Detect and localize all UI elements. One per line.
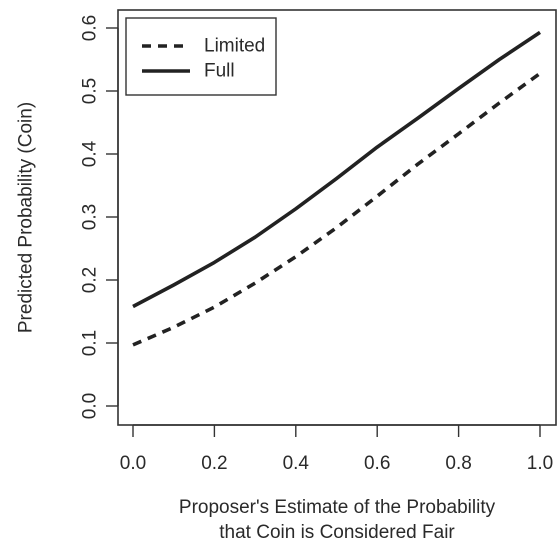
x-axis-label-line-1: Proposer's Estimate of the Probability — [179, 497, 496, 518]
x-tick-label: 0.4 — [283, 453, 310, 474]
y-tick-label: 0.0 — [80, 393, 101, 419]
series-line-limited — [133, 73, 540, 345]
legend-box — [126, 18, 276, 95]
y-axis-label: Predicted Probability (Coin) — [16, 102, 37, 333]
x-tick-label: 0.8 — [445, 453, 471, 474]
y-tick-label: 0.6 — [80, 15, 101, 41]
x-tick-label: 0.0 — [120, 453, 146, 474]
x-tick-label: 1.0 — [527, 453, 553, 474]
y-tick-label: 0.1 — [80, 330, 101, 356]
x-axis-label-line-2: that Coin is Considered Fair — [219, 522, 455, 543]
x-tick-label: 0.2 — [201, 453, 227, 474]
legend-label-limited: Limited — [204, 36, 265, 57]
x-tick-label: 0.6 — [364, 453, 390, 474]
y-tick-label: 0.2 — [80, 267, 101, 293]
y-tick-label: 0.5 — [80, 78, 101, 104]
y-tick-label: 0.3 — [80, 204, 101, 230]
legend-label-full: Full — [204, 61, 235, 82]
y-tick-label: 0.4 — [80, 140, 101, 167]
